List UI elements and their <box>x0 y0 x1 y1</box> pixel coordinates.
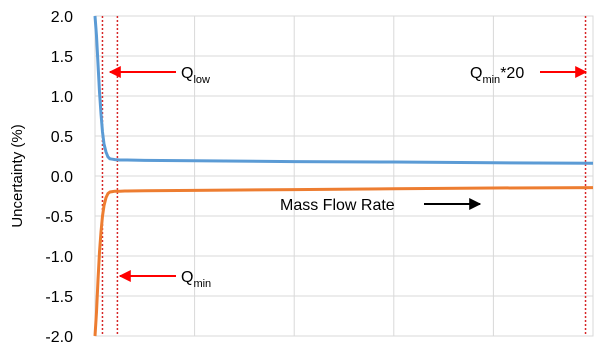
q-low-main: Q <box>181 65 193 82</box>
q-min-annotation: Qmin <box>118 269 211 290</box>
q-min-label: Qmin <box>181 269 211 290</box>
q-min-main: Q <box>181 269 193 286</box>
mass-flow-label: Mass Flow Rate <box>280 197 395 214</box>
q-low-annotation: Qlow <box>108 65 210 86</box>
q-min-sub: min <box>193 278 211 290</box>
q-min-20-label: Qmin*20 <box>470 65 524 86</box>
y-tick-label: 2.0 <box>51 9 73 26</box>
q-min-20-annotation: Qmin*20 <box>470 65 588 86</box>
y-tick-label: -1.0 <box>45 249 73 266</box>
lower-uncertainty-line <box>93 186 594 337</box>
vertical-gridlines <box>194 16 594 336</box>
q-min-20-main: Q <box>470 65 482 82</box>
y-tick-label: 0.5 <box>51 129 73 146</box>
q-min-20-suffix: *20 <box>500 65 524 82</box>
q-min-20-sub: min <box>482 74 500 86</box>
y-axis-title: Uncertainty (%) <box>9 124 26 227</box>
y-tick-label: 0.0 <box>51 169 73 186</box>
series-group <box>93 15 594 337</box>
upper-uncertainty-line <box>93 15 594 165</box>
y-tick-label: 1.5 <box>51 49 73 66</box>
y-tick-label: -0.5 <box>45 209 73 226</box>
y-tick-label: -1.5 <box>45 289 73 306</box>
q-low-sub: low <box>193 74 210 86</box>
y-tick-label: -2.0 <box>45 329 73 343</box>
q-low-label: Qlow <box>181 65 210 86</box>
y-tick-labels: 2.0 1.5 1.0 0.5 0.0 -0.5 -1.0 -1.5 -2.0 <box>45 9 73 343</box>
horizontal-gridlines <box>95 15 593 337</box>
y-tick-label: 1.0 <box>51 89 73 106</box>
mass-flow-annotation: Mass Flow Rate <box>280 197 482 214</box>
